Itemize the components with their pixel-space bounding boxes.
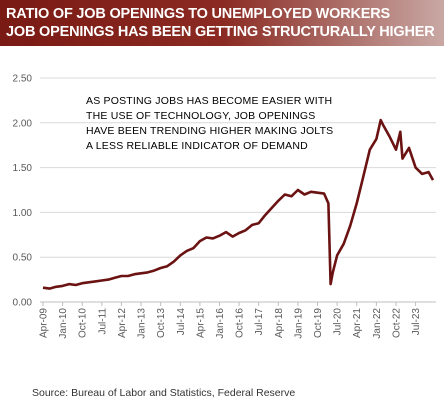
x-tick-label: Oct-16 [235,308,246,338]
x-tick-label: Jan-13 [137,308,148,339]
x-tick-label: Jan-22 [372,308,383,339]
chart-subtitle: JOB OPENINGS HAS BEEN GETTING STRUCTURAL… [6,24,435,40]
chart-annotation: AS POSTING JOBS HAS BECOME EASIER WITH T… [86,94,376,154]
x-tick-label: Jan-10 [58,308,69,339]
x-tick-label: Oct-19 [313,308,324,338]
x-tick-label: Apr-18 [274,308,285,338]
x-tick-label: Jul-17 [254,308,265,336]
x-tick-label: Apr-21 [352,308,363,338]
source-note: Source: Bureau of Labor and Statistics, … [32,387,296,399]
annotation-line: AS POSTING JOBS HAS BECOME EASIER WITH [86,95,333,107]
y-tick-label: 0.00 [13,298,33,309]
x-tick-label: Oct-10 [78,308,89,338]
y-tick-label: 0.50 [13,253,33,264]
x-tick-label: Jan-19 [293,308,304,339]
annotation-line: THE USE OF TECHNOLOGY, JOB OPENINGS [86,110,316,122]
y-tick-label: 2.00 [13,118,33,129]
x-axis-tick-labels: Apr-09 Jan-10 Oct-10 Jul-11 Apr-12 Jan-13 Oct-… [39,302,422,339]
title-banner: RATIO OF JOB OPENINGS TO UNEMPLOYED WORK… [0,0,444,46]
series-line [42,118,435,290]
x-tick-label: Jan-16 [215,308,226,339]
annotation-line: HAVE BEEN TRENDING HIGHER MAKING JOLTS [86,125,334,137]
y-tick-label: 1.50 [13,163,33,174]
x-tick-label: Apr-12 [117,308,128,338]
annotation-line: A LESS RELIABLE INDICATOR OF DEMAND [86,140,308,152]
line-chart: 0.00 0.50 1.00 1.50 2.00 2.50 Apr-09 Jan-10 Oct… [13,74,436,339]
y-axis-tick-labels: 0.00 0.50 1.00 1.50 2.00 2.50 [13,74,33,309]
gridlines [40,77,436,303]
x-tick-label: Jul-11 [97,308,108,335]
x-tick-label: Apr-09 [39,308,50,338]
y-tick-label: 2.50 [13,74,33,85]
x-tick-label: Apr-15 [195,308,206,338]
x-tick-label: Oct-22 [391,308,402,338]
x-tick-label: Oct-13 [156,308,167,338]
x-tick-label: Jul-20 [333,308,344,336]
x-tick-label: Jul-14 [176,308,187,336]
y-tick-label: 1.00 [13,208,33,219]
chart-title: RATIO OF JOB OPENINGS TO UNEMPLOYED WORK… [6,6,391,22]
x-tick-label: Jul-23 [411,308,422,336]
